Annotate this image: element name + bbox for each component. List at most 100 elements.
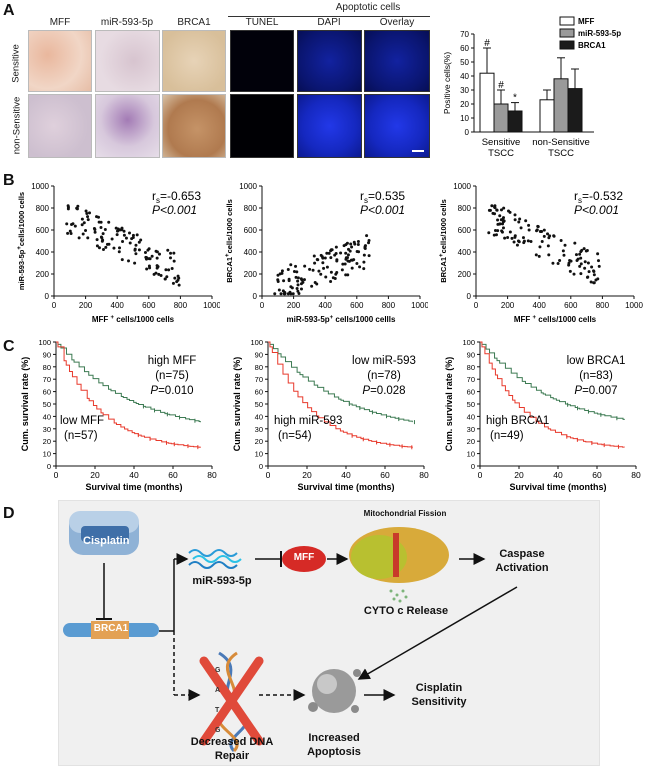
scatter-point — [491, 211, 495, 215]
scatter-point — [157, 252, 161, 256]
scatter-point — [131, 233, 135, 237]
fluor-tile-tunel-sensitive — [230, 30, 294, 92]
bar-y-tick-label: 30 — [460, 86, 469, 95]
scale-bar — [412, 150, 424, 152]
bar-y-tick-label: 50 — [460, 58, 469, 67]
scatter-point — [299, 277, 303, 281]
km-y-tick-label: 10 — [255, 450, 263, 459]
scatter-point — [596, 277, 600, 281]
scatter-point — [296, 279, 300, 283]
row-label-nonsensitive: non-Sensitive — [11, 96, 23, 155]
scatter-point — [148, 266, 152, 270]
km-x-tick-label: 0 — [266, 470, 271, 480]
scatter-point — [137, 240, 141, 244]
scatter-point — [73, 224, 77, 228]
scatter-point — [585, 275, 589, 279]
scatter-point — [513, 218, 517, 222]
km-brca1: 0 10 20 30 40 50 60 70 80 90 100 0 20 40 60 80 Survival … — [444, 338, 641, 492]
km-x-tick-label: 20 — [90, 470, 100, 480]
legend-swatch — [559, 16, 575, 26]
panel-letter-a: A — [3, 2, 15, 19]
scatter-point — [279, 292, 283, 296]
scatter-point — [88, 211, 92, 215]
km-y-tick-label: 70 — [467, 375, 475, 384]
bar-2-0 — [507, 110, 523, 133]
scatter-point — [547, 253, 551, 257]
scatter-point — [66, 207, 70, 211]
scatter-point — [133, 261, 137, 265]
scatter-point — [145, 267, 149, 271]
scatter-point — [280, 271, 284, 275]
bar-y-tick-label: 40 — [460, 72, 469, 81]
ihc-tile-mff-nonsensitive — [28, 94, 92, 158]
panel-letter-b: B — [3, 172, 15, 189]
km-y-tick-label: 10 — [467, 450, 475, 459]
scatter-point — [546, 244, 550, 248]
scatter-point — [95, 238, 99, 242]
scatter-point — [344, 273, 348, 277]
scatter-point — [583, 260, 587, 264]
scatter-point — [65, 222, 69, 226]
scatter-point — [503, 236, 507, 240]
scatter-point — [365, 234, 369, 238]
scatter-point — [68, 229, 72, 233]
col-header-mir: miR-593-5p — [100, 17, 154, 28]
scatter-point — [315, 257, 319, 261]
scatter-point — [86, 236, 90, 240]
scatter-point — [493, 206, 497, 210]
scatter-point — [590, 265, 594, 269]
scatter-point — [86, 215, 90, 219]
scatter-point — [343, 262, 347, 266]
bar-y-label: Positive cells(%) — [442, 52, 452, 115]
scatter-point — [325, 265, 329, 269]
scatter-point — [286, 292, 290, 296]
scatter-point — [340, 268, 344, 272]
scatter-y-tick-label: 600 — [244, 226, 258, 235]
scatter-point — [172, 251, 176, 255]
scatter-point — [367, 241, 371, 245]
scatter-point — [521, 236, 525, 240]
scatter-x-tick-label: 0 — [260, 301, 265, 310]
scatter-y-tick-label: 400 — [458, 248, 472, 257]
scatter-point — [345, 256, 349, 260]
fluor-tile-overlay-sensitive — [364, 30, 430, 92]
bar-category-label: TSCC — [488, 148, 514, 159]
scatter-point — [287, 279, 291, 283]
scatter-point — [353, 242, 357, 246]
km-y-tick-label: 10 — [43, 450, 51, 459]
scatter-point — [322, 266, 326, 270]
scatter-point — [93, 230, 97, 234]
scatter-point — [561, 249, 565, 253]
scatter-y-tick-label: 600 — [458, 226, 472, 235]
scatter-y-tick-label: 1000 — [31, 182, 49, 191]
dna-repair-label: Decreased DNA Repair — [190, 736, 274, 762]
mirna-icon — [188, 549, 238, 557]
km-y-label: Cum. survival rate (%) — [444, 357, 454, 452]
bar-y-tick-label: 10 — [460, 114, 469, 123]
km-y-tick-label: 0 — [47, 462, 51, 471]
scatter-point — [75, 206, 79, 210]
scatter-point — [299, 287, 303, 291]
scatter-point — [86, 218, 90, 222]
cyto-c-dots — [389, 589, 408, 603]
km-y-tick-label: 100 — [38, 338, 51, 347]
km-x-tick-label: 40 — [341, 470, 351, 480]
scatter-point — [582, 247, 586, 251]
scatter-point — [367, 254, 371, 258]
km-x-tick-label: 20 — [302, 470, 312, 480]
km-y-tick-label: 60 — [255, 388, 263, 397]
scatter-point — [165, 275, 169, 279]
km-series-a-name: low miR-593 — [352, 355, 416, 367]
scatter-point — [540, 240, 544, 244]
scatter-point — [569, 259, 573, 263]
km-y-tick-label: 0 — [471, 462, 475, 471]
scatter-x-tick-label: 1000 — [625, 301, 643, 310]
scatter-point — [583, 266, 587, 270]
scatter-point — [496, 222, 500, 226]
scatter-point — [502, 206, 506, 210]
scatter-x-label: miR-593-5p+ cells/1000 cellls — [287, 315, 396, 324]
scatter-mff-brca1: 0 200 400 600 800 1000 0 200 400 600 800 1000 rs=-0.… — [439, 182, 643, 324]
scatter-point — [552, 234, 556, 238]
scatter-point — [358, 265, 362, 269]
scatter-point — [524, 219, 528, 223]
